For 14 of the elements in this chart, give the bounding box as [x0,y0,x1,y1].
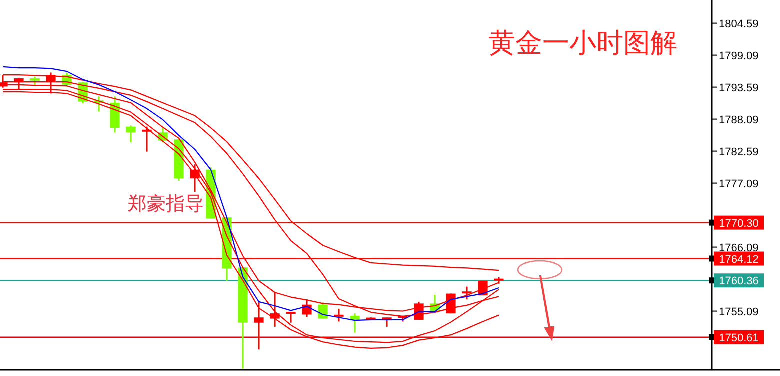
y-tick-label: 1804.59 [719,18,759,30]
y-tick-label: 1793.59 [719,82,759,94]
ref-line-label: 1760.36 [719,276,759,288]
y-tick-label: 1799.09 [719,50,759,62]
y-tick-label: 1788.09 [719,114,759,126]
ref-line-label: 1750.61 [719,332,759,344]
y-tick-label: 1766.09 [719,242,759,254]
ref-line-label: 1764.12 [719,254,759,266]
y-tick-label: 1755.09 [719,306,759,318]
y-tick-label: 1782.59 [719,146,759,158]
annotation: 郑豪指导 [128,193,204,215]
text: 黄金一小时图解 [488,28,678,59]
y-tick-label: 1777.09 [719,178,759,190]
ref-line-label: 1770.30 [719,218,759,230]
